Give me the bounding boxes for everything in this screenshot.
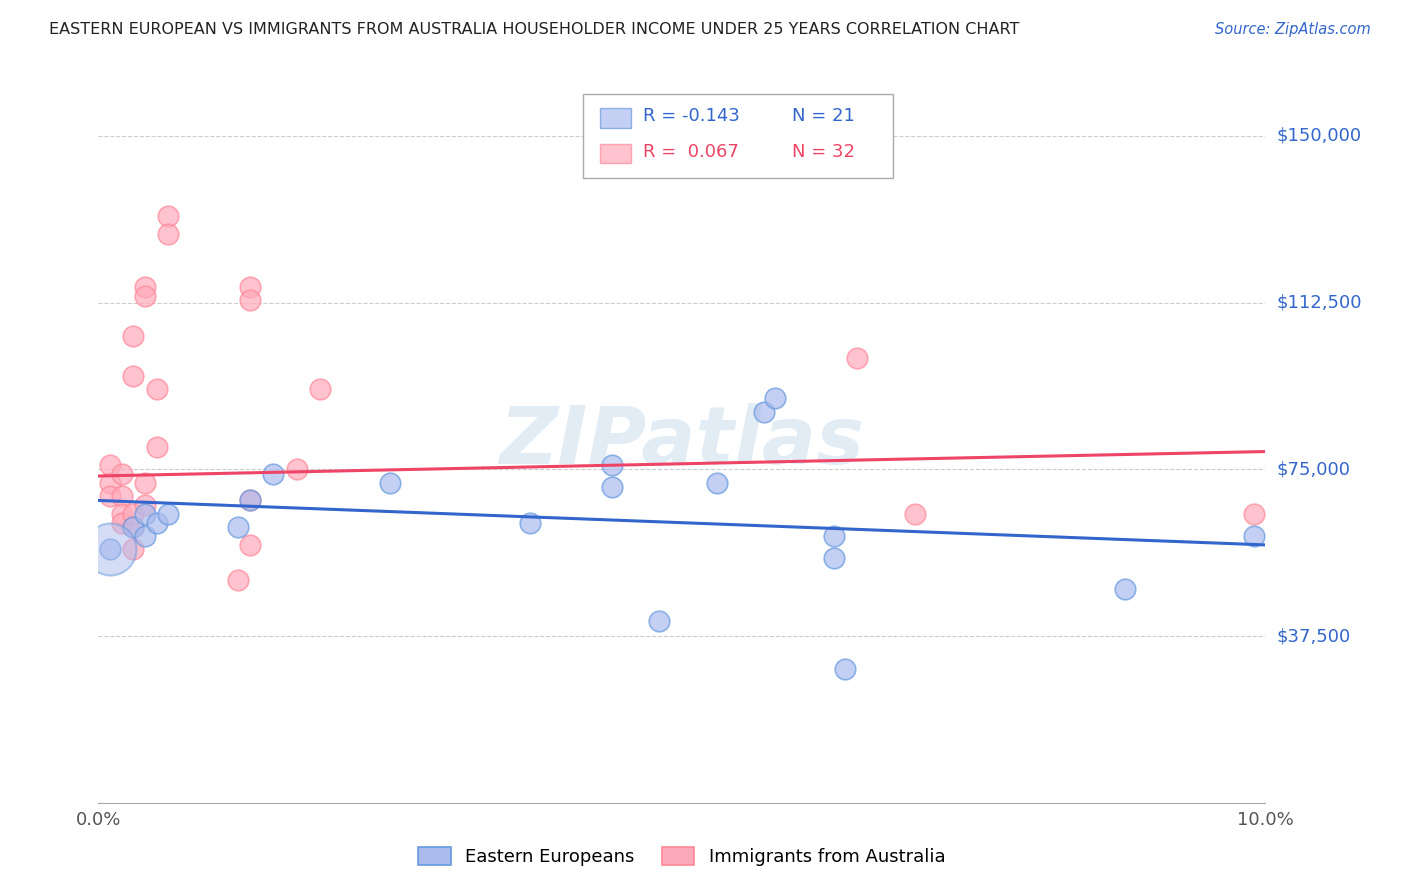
Point — [157, 209, 180, 223]
Point — [111, 507, 134, 521]
Point — [111, 516, 134, 530]
Point — [1243, 507, 1265, 521]
Point — [98, 542, 121, 557]
Point — [134, 475, 156, 490]
Point — [228, 574, 250, 588]
Point — [380, 475, 402, 490]
Point — [157, 227, 180, 241]
Point — [134, 498, 156, 512]
Point — [600, 458, 623, 472]
Point — [239, 493, 262, 508]
Text: N = 32: N = 32 — [792, 143, 855, 161]
Text: $112,500: $112,500 — [1277, 293, 1362, 311]
Point — [752, 404, 775, 418]
Point — [823, 529, 845, 543]
Point — [239, 280, 262, 294]
Point — [122, 542, 145, 557]
Text: N = 21: N = 21 — [792, 107, 855, 125]
Text: $75,000: $75,000 — [1277, 460, 1351, 478]
Point — [239, 493, 262, 508]
Point — [122, 368, 145, 383]
Legend: Eastern Europeans, Immigrants from Australia: Eastern Europeans, Immigrants from Austr… — [411, 839, 953, 873]
Point — [122, 507, 145, 521]
Point — [904, 507, 927, 521]
Point — [122, 520, 145, 534]
Point — [763, 391, 786, 405]
Point — [1114, 582, 1136, 597]
Point — [111, 489, 134, 503]
Point — [146, 382, 169, 396]
Point — [157, 507, 180, 521]
Point — [309, 382, 332, 396]
Text: EASTERN EUROPEAN VS IMMIGRANTS FROM AUSTRALIA HOUSEHOLDER INCOME UNDER 25 YEARS : EASTERN EUROPEAN VS IMMIGRANTS FROM AUST… — [49, 22, 1019, 37]
Point — [146, 440, 169, 454]
Point — [285, 462, 308, 476]
Point — [98, 458, 121, 472]
Point — [134, 507, 156, 521]
Point — [134, 289, 156, 303]
Point — [823, 551, 845, 566]
Text: R = -0.143: R = -0.143 — [643, 107, 740, 125]
Point — [134, 280, 156, 294]
Point — [519, 516, 541, 530]
Text: $37,500: $37,500 — [1277, 627, 1351, 645]
Point — [98, 542, 121, 557]
Point — [239, 538, 262, 552]
Point — [262, 467, 284, 481]
Point — [239, 293, 262, 308]
Text: R =  0.067: R = 0.067 — [643, 143, 738, 161]
Text: $150,000: $150,000 — [1277, 127, 1361, 145]
Point — [111, 467, 134, 481]
Point — [647, 614, 669, 628]
Text: ZIPatlas: ZIPatlas — [499, 402, 865, 481]
Point — [122, 520, 145, 534]
Text: Source: ZipAtlas.com: Source: ZipAtlas.com — [1215, 22, 1371, 37]
Point — [846, 351, 869, 366]
Point — [1243, 529, 1265, 543]
Point — [228, 520, 250, 534]
Point — [146, 516, 169, 530]
Point — [98, 475, 121, 490]
Point — [98, 489, 121, 503]
Point — [122, 329, 145, 343]
Point — [600, 480, 623, 494]
Point — [134, 529, 156, 543]
Point — [834, 662, 856, 676]
Point — [706, 475, 728, 490]
